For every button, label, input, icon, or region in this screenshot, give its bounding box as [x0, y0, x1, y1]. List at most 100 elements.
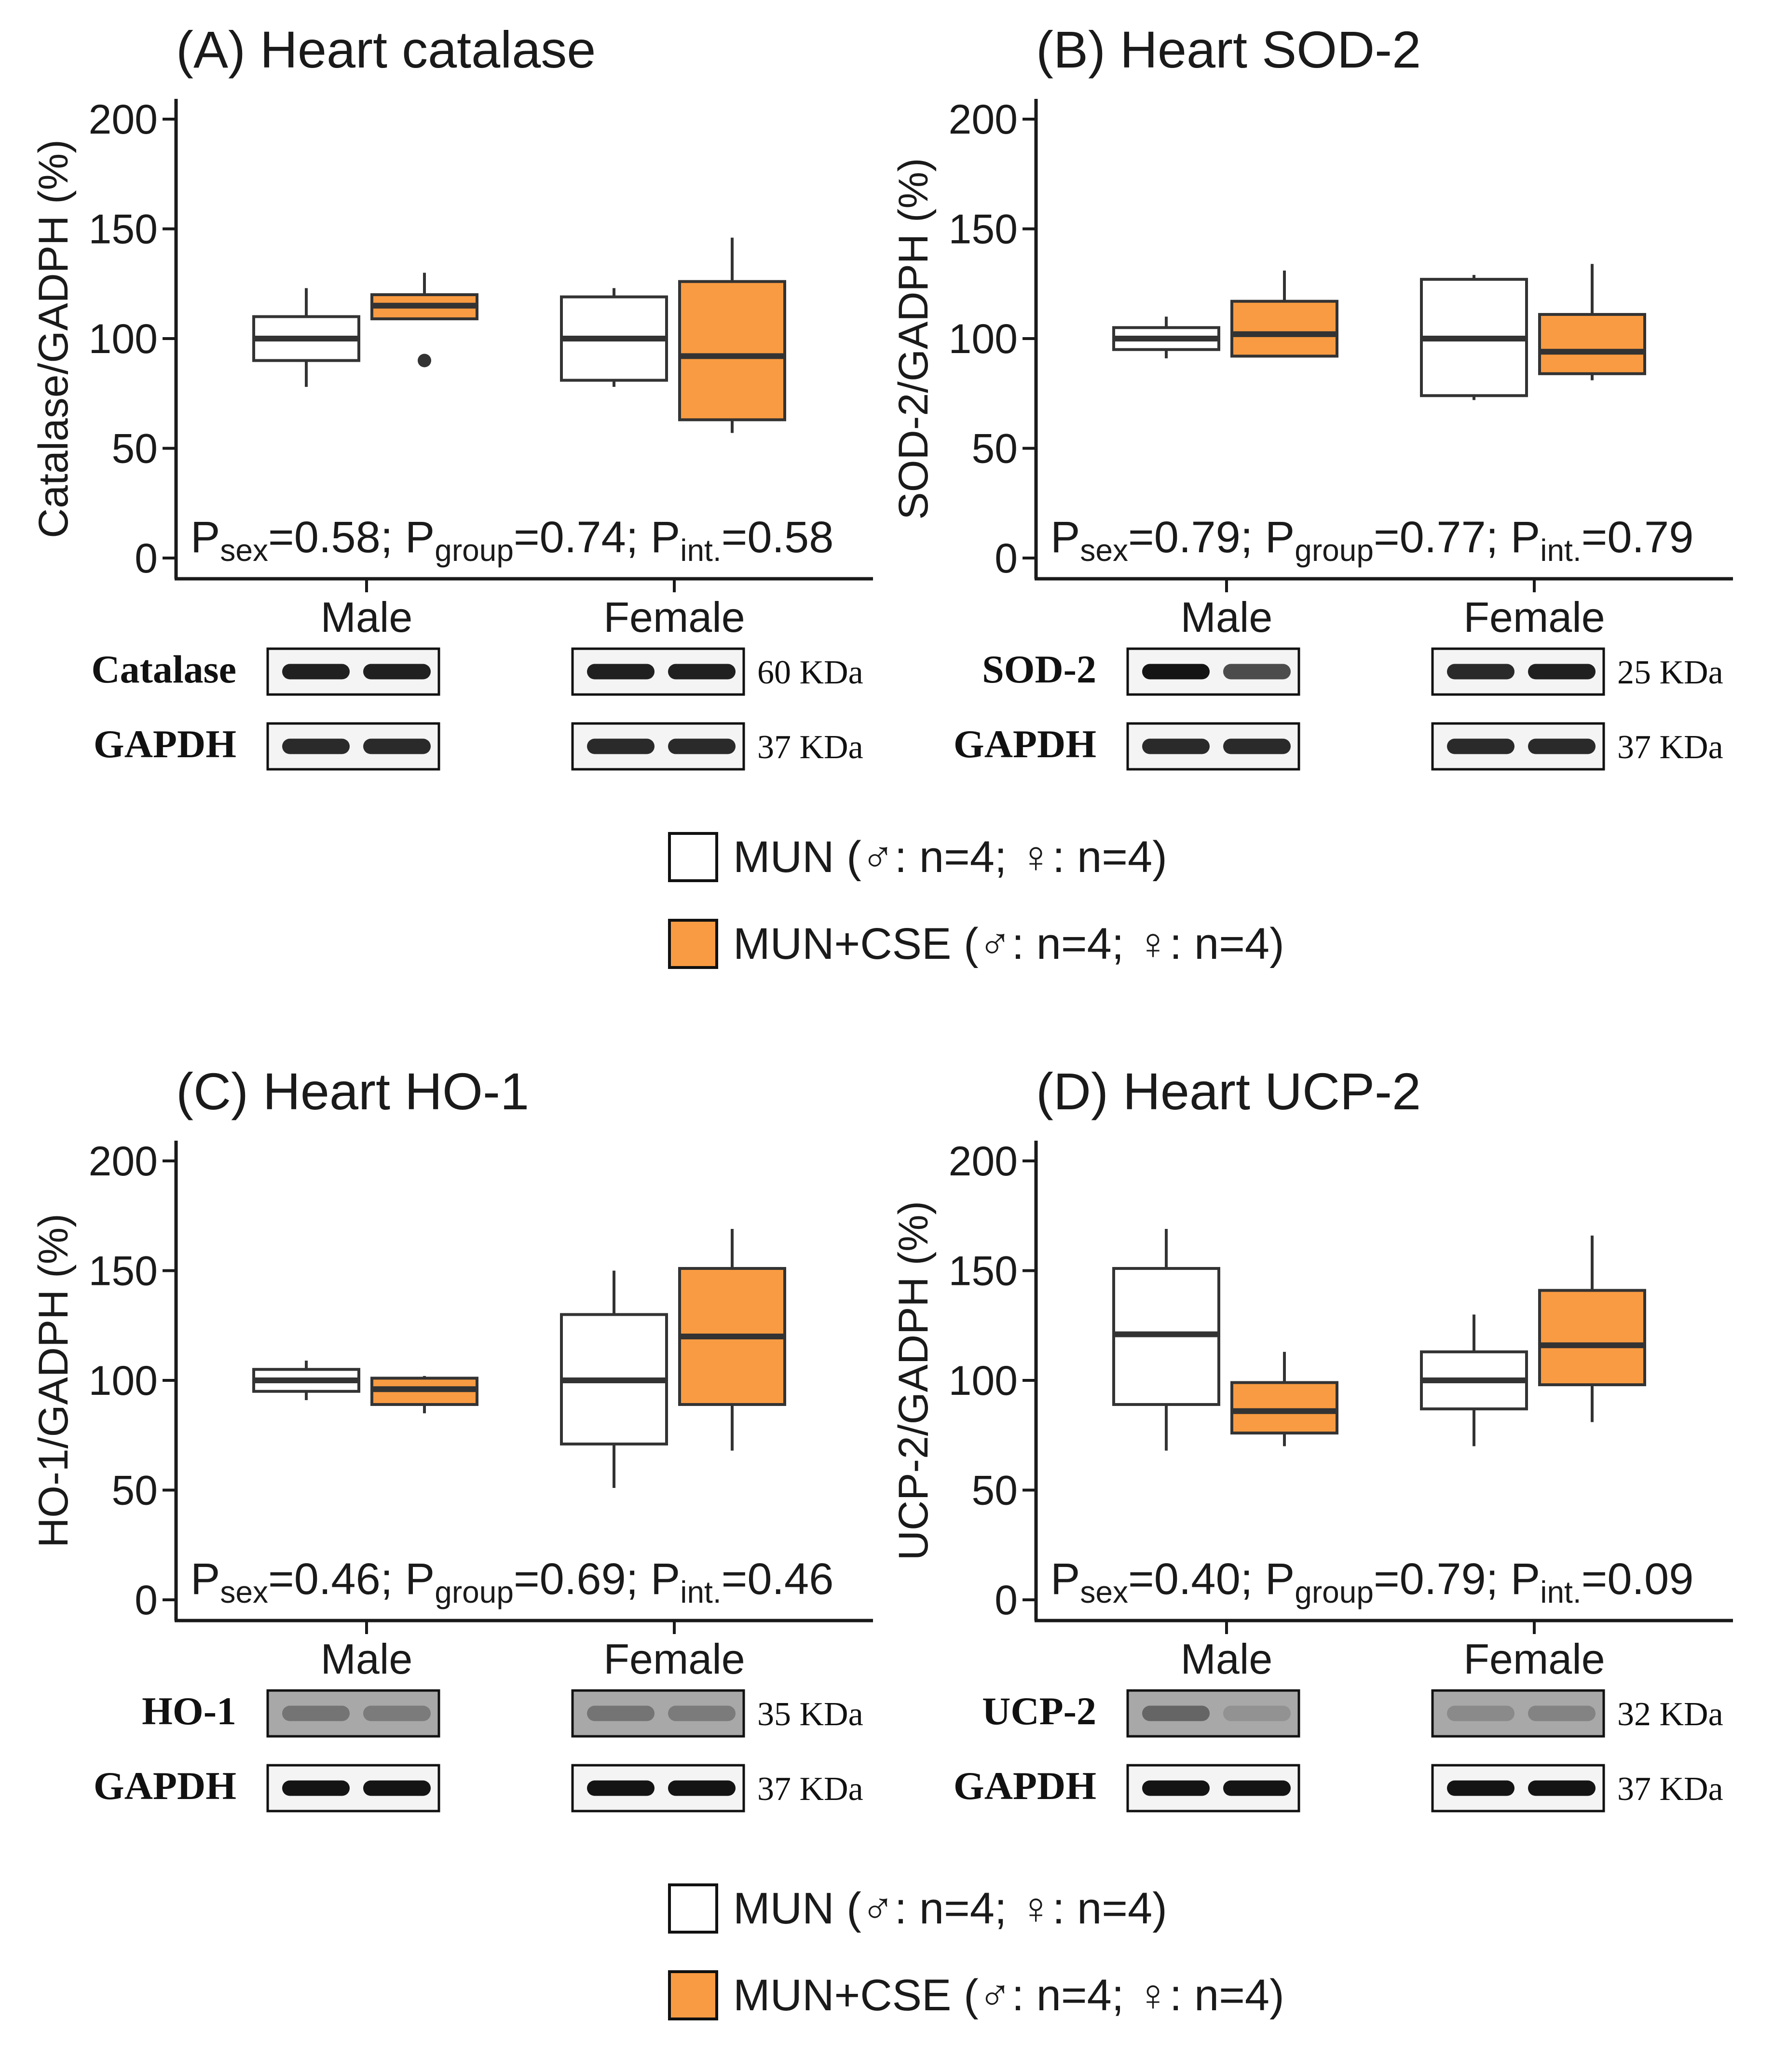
- blot-band: [668, 664, 736, 680]
- box-mun-cse-female: [1538, 1235, 1646, 1422]
- blot-band: [1223, 738, 1291, 754]
- y-tick-label: 100: [89, 1358, 158, 1404]
- blot-target-label: UCP-2: [982, 1689, 1096, 1733]
- y-tick-label: 150: [89, 206, 158, 253]
- x-tick-label: Male: [321, 1635, 413, 1683]
- p-values: Psex=0.58; Pgroup=0.74; Pint.=0.58: [191, 513, 833, 568]
- y-tick-label: 150: [89, 1248, 158, 1295]
- legend-top: MUN (♂: n=4; ♀: n=4) MUN+CSE (♂: n=4; ♀: …: [668, 832, 1284, 969]
- y-tick-label: 0: [995, 535, 1018, 582]
- p-subscript: sex: [220, 1575, 268, 1609]
- p-text: =0.40;: [1128, 1554, 1265, 1604]
- box-outlier: [418, 354, 431, 368]
- p-text: =0.09: [1582, 1554, 1694, 1604]
- p-text: =0.58;: [268, 513, 405, 562]
- p-subscript: int.: [680, 1575, 721, 1609]
- chart-panel-d: (D) Heart UCP-2 0 50 100 150 200 UCP-2/GADPH (…: [890, 1062, 1733, 1813]
- p-text: P: [191, 1554, 220, 1604]
- chart-panel-b: (B) Heart SOD-2 0 50 100 150 200 SOD-2/GADPH (…: [890, 20, 1733, 771]
- blot-band: [363, 1780, 431, 1796]
- blot-band: [1447, 1780, 1514, 1796]
- blot-band: [668, 1705, 736, 1721]
- y-tick-label: 50: [971, 426, 1018, 472]
- box-mun-cse-male: [1230, 1351, 1338, 1446]
- blot-control-kda: 37 KDa: [757, 729, 863, 766]
- box-mun-male: [252, 288, 360, 387]
- blot-target-kda: 32 KDa: [1617, 1696, 1723, 1733]
- blot-control-strip: [571, 722, 745, 771]
- legend-swatch: [668, 832, 718, 882]
- legend-label: MUN+CSE (♂: n=4; ♀: n=4): [733, 1971, 1284, 2020]
- y-tick-label: 200: [89, 1138, 158, 1185]
- y-tick-label: 200: [89, 96, 158, 143]
- chart-panel-c: (C) Heart HO-1 0 50 100 150 200 HO-1/GADPH (%)…: [30, 1062, 873, 1813]
- p-text: P: [1265, 1554, 1295, 1604]
- blot-target-strip: [1126, 1689, 1300, 1738]
- box-mun-cse-female: [678, 1229, 786, 1451]
- blot-band: [1528, 738, 1596, 754]
- p-text: =0.46;: [268, 1554, 405, 1604]
- blot-band: [282, 738, 350, 754]
- p-text: =0.69;: [514, 1554, 651, 1604]
- blot-control-label: GAPDH: [954, 722, 1096, 766]
- p-text: P: [1511, 1554, 1540, 1604]
- blot-band: [1142, 738, 1210, 754]
- blot-control-kda: 37 KDa: [757, 1771, 863, 1808]
- box-mun-male: [252, 1361, 360, 1400]
- box-body: [1538, 1289, 1646, 1387]
- blot-band: [1447, 738, 1514, 754]
- blot-band: [1142, 1780, 1210, 1796]
- x-tick-label: Female: [603, 1635, 745, 1683]
- box-mun-cse-female: [678, 237, 786, 433]
- chart-title: (B) Heart SOD-2: [1036, 20, 1421, 79]
- blot-band: [1447, 664, 1514, 680]
- blot-band: [668, 1780, 736, 1796]
- blot-band: [587, 1705, 655, 1721]
- blot-band: [1223, 664, 1291, 680]
- box-mun-cse-male: [370, 1376, 478, 1414]
- blot-control-strip: [1126, 1764, 1300, 1813]
- y-tick-label: 0: [135, 535, 158, 582]
- box-mun-cse-male: [370, 273, 478, 368]
- blot-band: [363, 1705, 431, 1721]
- box-body: [678, 280, 786, 422]
- p-subscript: group: [1295, 533, 1374, 568]
- blot-band: [1447, 1705, 1514, 1721]
- legend-label: MUN+CSE (♂: n=4; ♀: n=4): [733, 919, 1284, 968]
- y-tick-label: 50: [971, 1468, 1018, 1514]
- blot-band: [282, 664, 350, 680]
- blot-band: [363, 664, 431, 680]
- y-axis-label: SOD-2/GADPH (%): [890, 158, 937, 519]
- box-body: [1230, 1381, 1338, 1435]
- y-tick-label: 150: [949, 206, 1018, 253]
- blot-band: [668, 738, 736, 754]
- blot-frame: [1126, 1689, 1300, 1738]
- p-text: P: [1511, 513, 1540, 562]
- box-mun-female: [560, 1270, 668, 1488]
- blot-band: [282, 1705, 350, 1721]
- blot-band: [1223, 1780, 1291, 1796]
- x-tick-label: Female: [1463, 1635, 1605, 1683]
- p-values: Psex=0.46; Pgroup=0.69; Pint.=0.46: [191, 1554, 833, 1609]
- chart-title: (D) Heart UCP-2: [1036, 1062, 1421, 1120]
- p-subscript: sex: [220, 533, 268, 568]
- y-tick-label: 150: [949, 1248, 1018, 1295]
- blot-frame: [266, 1689, 440, 1738]
- p-subscript: sex: [1080, 1575, 1128, 1609]
- blot-control-strip: [266, 722, 440, 771]
- blot-band: [1528, 664, 1596, 680]
- blot-target-kda: 60 KDa: [757, 654, 863, 691]
- p-values: Psex=0.79; Pgroup=0.77; Pint.=0.79: [1050, 513, 1693, 568]
- blot-target-kda: 35 KDa: [757, 1696, 863, 1733]
- y-tick-label: 50: [111, 426, 158, 472]
- legend-label: MUN (♂: n=4; ♀: n=4): [733, 832, 1167, 882]
- x-tick-label: Male: [1181, 593, 1273, 641]
- p-text: =0.58: [722, 513, 834, 562]
- blot-control-label: GAPDH: [94, 1764, 236, 1808]
- p-text: =0.79;: [1128, 513, 1265, 562]
- box-mun-male: [1112, 1229, 1220, 1451]
- blot-band: [587, 664, 655, 680]
- blot-band: [1528, 1780, 1596, 1796]
- y-tick-label: 100: [949, 1358, 1018, 1404]
- blot-control-strip: [266, 1764, 440, 1813]
